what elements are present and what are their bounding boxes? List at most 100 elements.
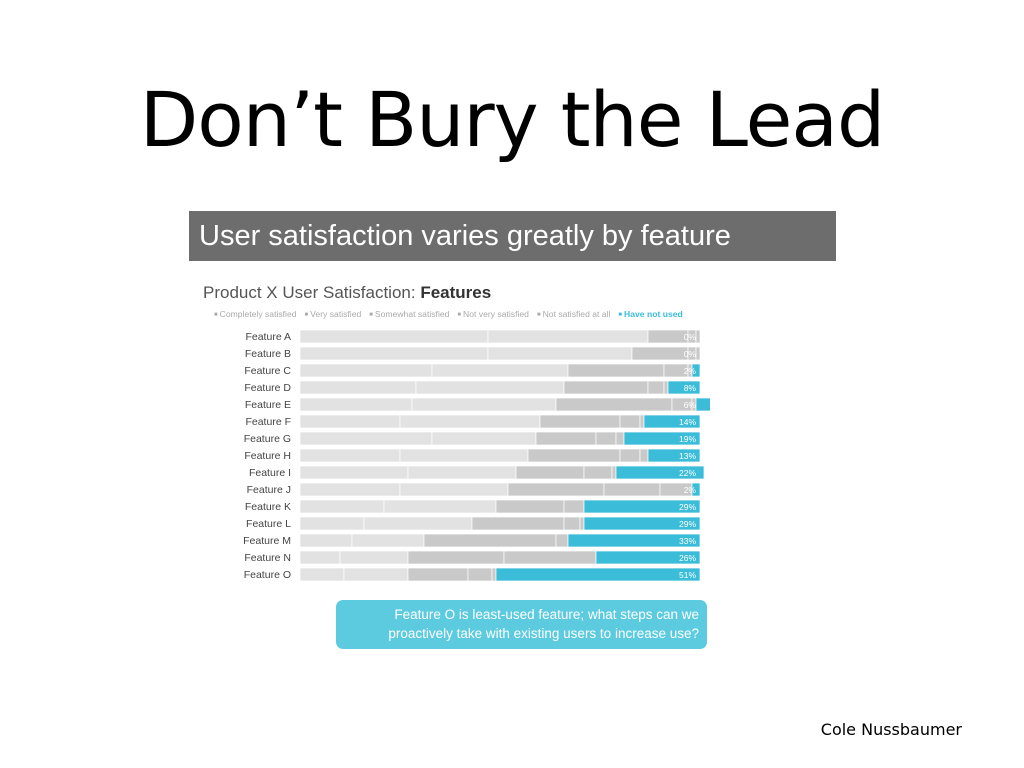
bar-feature-k-not-very-satisfied	[563, 499, 585, 514]
bar-feature-i-completely-satisfied	[299, 465, 409, 480]
bar-feature-j-have-not-used	[691, 482, 701, 497]
data-label-feature-m: 33%	[679, 536, 696, 546]
bar-feature-o-somewhat-satisfied	[407, 567, 469, 582]
bar-feature-n-completely-satisfied	[299, 550, 341, 565]
bar-feature-l-have-not-used	[583, 516, 701, 531]
bar-feature-n-have-not-used	[595, 550, 701, 565]
bar-feature-g-somewhat-satisfied	[535, 431, 597, 446]
bar-feature-b-very-satisfied	[487, 346, 633, 361]
bar-feature-b-completely-satisfied	[299, 346, 489, 361]
bar-feature-e-completely-satisfied	[299, 397, 413, 412]
bar-feature-k-somewhat-satisfied	[495, 499, 565, 514]
category-label-feature-a: Feature A	[245, 331, 291, 343]
bar-feature-l-not-satisfied-at-all	[579, 516, 585, 531]
bar-feature-o-not-very-satisfied	[467, 567, 493, 582]
bar-feature-i-not-satisfied-at-all	[611, 465, 617, 480]
category-label-feature-o: Feature O	[244, 569, 291, 581]
data-label-feature-l: 29%	[679, 519, 696, 529]
bar-feature-h-not-very-satisfied	[619, 448, 641, 463]
bar-feature-c-completely-satisfied	[299, 363, 433, 378]
bar-feature-j-somewhat-satisfied	[507, 482, 605, 497]
bar-feature-e-somewhat-satisfied	[555, 397, 673, 412]
bar-feature-i-very-satisfied	[407, 465, 517, 480]
bar-feature-c-very-satisfied	[431, 363, 569, 378]
category-label-feature-k: Feature K	[245, 501, 291, 513]
bar-feature-a-not-satisfied-at-all	[695, 329, 701, 344]
bar-feature-c-somewhat-satisfied	[567, 363, 665, 378]
bar-feature-f-completely-satisfied	[299, 414, 401, 429]
data-label-feature-b: 0%	[684, 349, 697, 359]
bar-feature-l-not-very-satisfied	[563, 516, 581, 531]
data-label-feature-d: 8%	[684, 383, 697, 393]
category-label-feature-i: Feature I	[249, 467, 291, 479]
bar-feature-i-somewhat-satisfied	[515, 465, 585, 480]
callout-box: Feature O is least-used feature; what st…	[336, 600, 707, 649]
category-label-feature-m: Feature M	[243, 535, 291, 547]
bar-feature-j-completely-satisfied	[299, 482, 401, 497]
slide-title: Don’t Bury the Lead	[139, 75, 885, 164]
bar-feature-f-very-satisfied	[399, 414, 541, 429]
bar-feature-m-very-satisfied	[351, 533, 425, 548]
bar-feature-m-have-not-used	[567, 533, 701, 548]
category-label-feature-g: Feature G	[244, 433, 291, 445]
bar-feature-c-have-not-used	[691, 363, 701, 378]
bar-feature-j-very-satisfied	[399, 482, 509, 497]
data-label-feature-f: 14%	[679, 417, 696, 427]
bar-feature-l-completely-satisfied	[299, 516, 365, 531]
legend-item-completely-satisfied: Completely satisfied	[214, 309, 297, 319]
bar-feature-e-have-not-used	[695, 397, 710, 412]
bar-feature-a-very-satisfied	[487, 329, 649, 344]
headline-banner: User satisfaction varies greatly by feat…	[189, 211, 836, 261]
bar-feature-b-somewhat-satisfied	[631, 346, 689, 361]
bar-feature-g-completely-satisfied	[299, 431, 433, 446]
bar-feature-g-not-very-satisfied	[595, 431, 617, 446]
chart-title-bold: Features	[420, 283, 492, 302]
bar-feature-h-somewhat-satisfied	[527, 448, 621, 463]
bar-feature-m-somewhat-satisfied	[423, 533, 557, 548]
chart-title: Product X User Satisfaction: Features	[203, 283, 491, 303]
bar-feature-h-completely-satisfied	[299, 448, 401, 463]
category-label-feature-c: Feature C	[244, 365, 291, 377]
bar-feature-j-not-very-satisfied	[603, 482, 661, 497]
category-label-feature-d: Feature D	[244, 382, 291, 394]
bar-feature-d-not-very-satisfied	[647, 380, 665, 395]
bar-feature-n-not-very-satisfied	[503, 550, 597, 565]
bar-feature-k-have-not-used	[583, 499, 701, 514]
category-label-feature-h: Feature H	[244, 450, 291, 462]
chart-legend: Completely satisfied Very satisfied Some…	[214, 309, 683, 319]
data-label-feature-j: 2%	[684, 485, 697, 495]
category-label-feature-j: Feature J	[247, 484, 291, 496]
legend-item-have-not-used: Have not used	[618, 309, 683, 319]
bar-feature-i-have-not-used	[615, 465, 705, 480]
data-label-feature-a: 0%	[684, 332, 697, 342]
bar-feature-n-very-satisfied	[339, 550, 409, 565]
bar-feature-b-not-satisfied-at-all	[695, 346, 701, 361]
data-label-feature-i: 22%	[679, 468, 696, 478]
data-label-feature-k: 29%	[679, 502, 696, 512]
bar-feature-d-completely-satisfied	[299, 380, 417, 395]
data-label-feature-n: 26%	[679, 553, 696, 563]
legend-item-not-satisfied-at-all: Not satisfied at all	[537, 309, 611, 319]
bar-feature-o-have-not-used	[495, 567, 701, 582]
bar-feature-m-completely-satisfied	[299, 533, 353, 548]
category-label-feature-f: Feature F	[245, 416, 291, 428]
bar-feature-g-very-satisfied	[431, 431, 537, 446]
bar-feature-i-not-very-satisfied	[583, 465, 613, 480]
bar-feature-e-very-satisfied	[411, 397, 557, 412]
bar-feature-m-not-very-satisfied	[555, 533, 569, 548]
bar-feature-n-somewhat-satisfied	[407, 550, 505, 565]
category-label-feature-l: Feature L	[246, 518, 291, 530]
data-label-feature-e: 6%	[684, 400, 697, 410]
data-label-feature-h: 13%	[679, 451, 696, 461]
stacked-bar-chart: Feature A 0% Feature B 0% Feature C 2% Feature…	[243, 329, 710, 582]
data-label-feature-c: 2%	[684, 366, 697, 376]
bar-feature-f-have-not-used	[643, 414, 701, 429]
bar-feature-l-very-satisfied	[363, 516, 473, 531]
legend-item-not-very-satisfied: Not very satisfied	[457, 309, 529, 319]
bar-feature-d-have-not-used	[667, 380, 701, 395]
data-label-feature-g: 19%	[679, 434, 696, 444]
bar-feature-a-somewhat-satisfied	[647, 329, 689, 344]
attribution: Cole Nussbaumer	[820, 720, 962, 739]
bar-feature-k-very-satisfied	[383, 499, 497, 514]
bar-feature-d-somewhat-satisfied	[563, 380, 649, 395]
